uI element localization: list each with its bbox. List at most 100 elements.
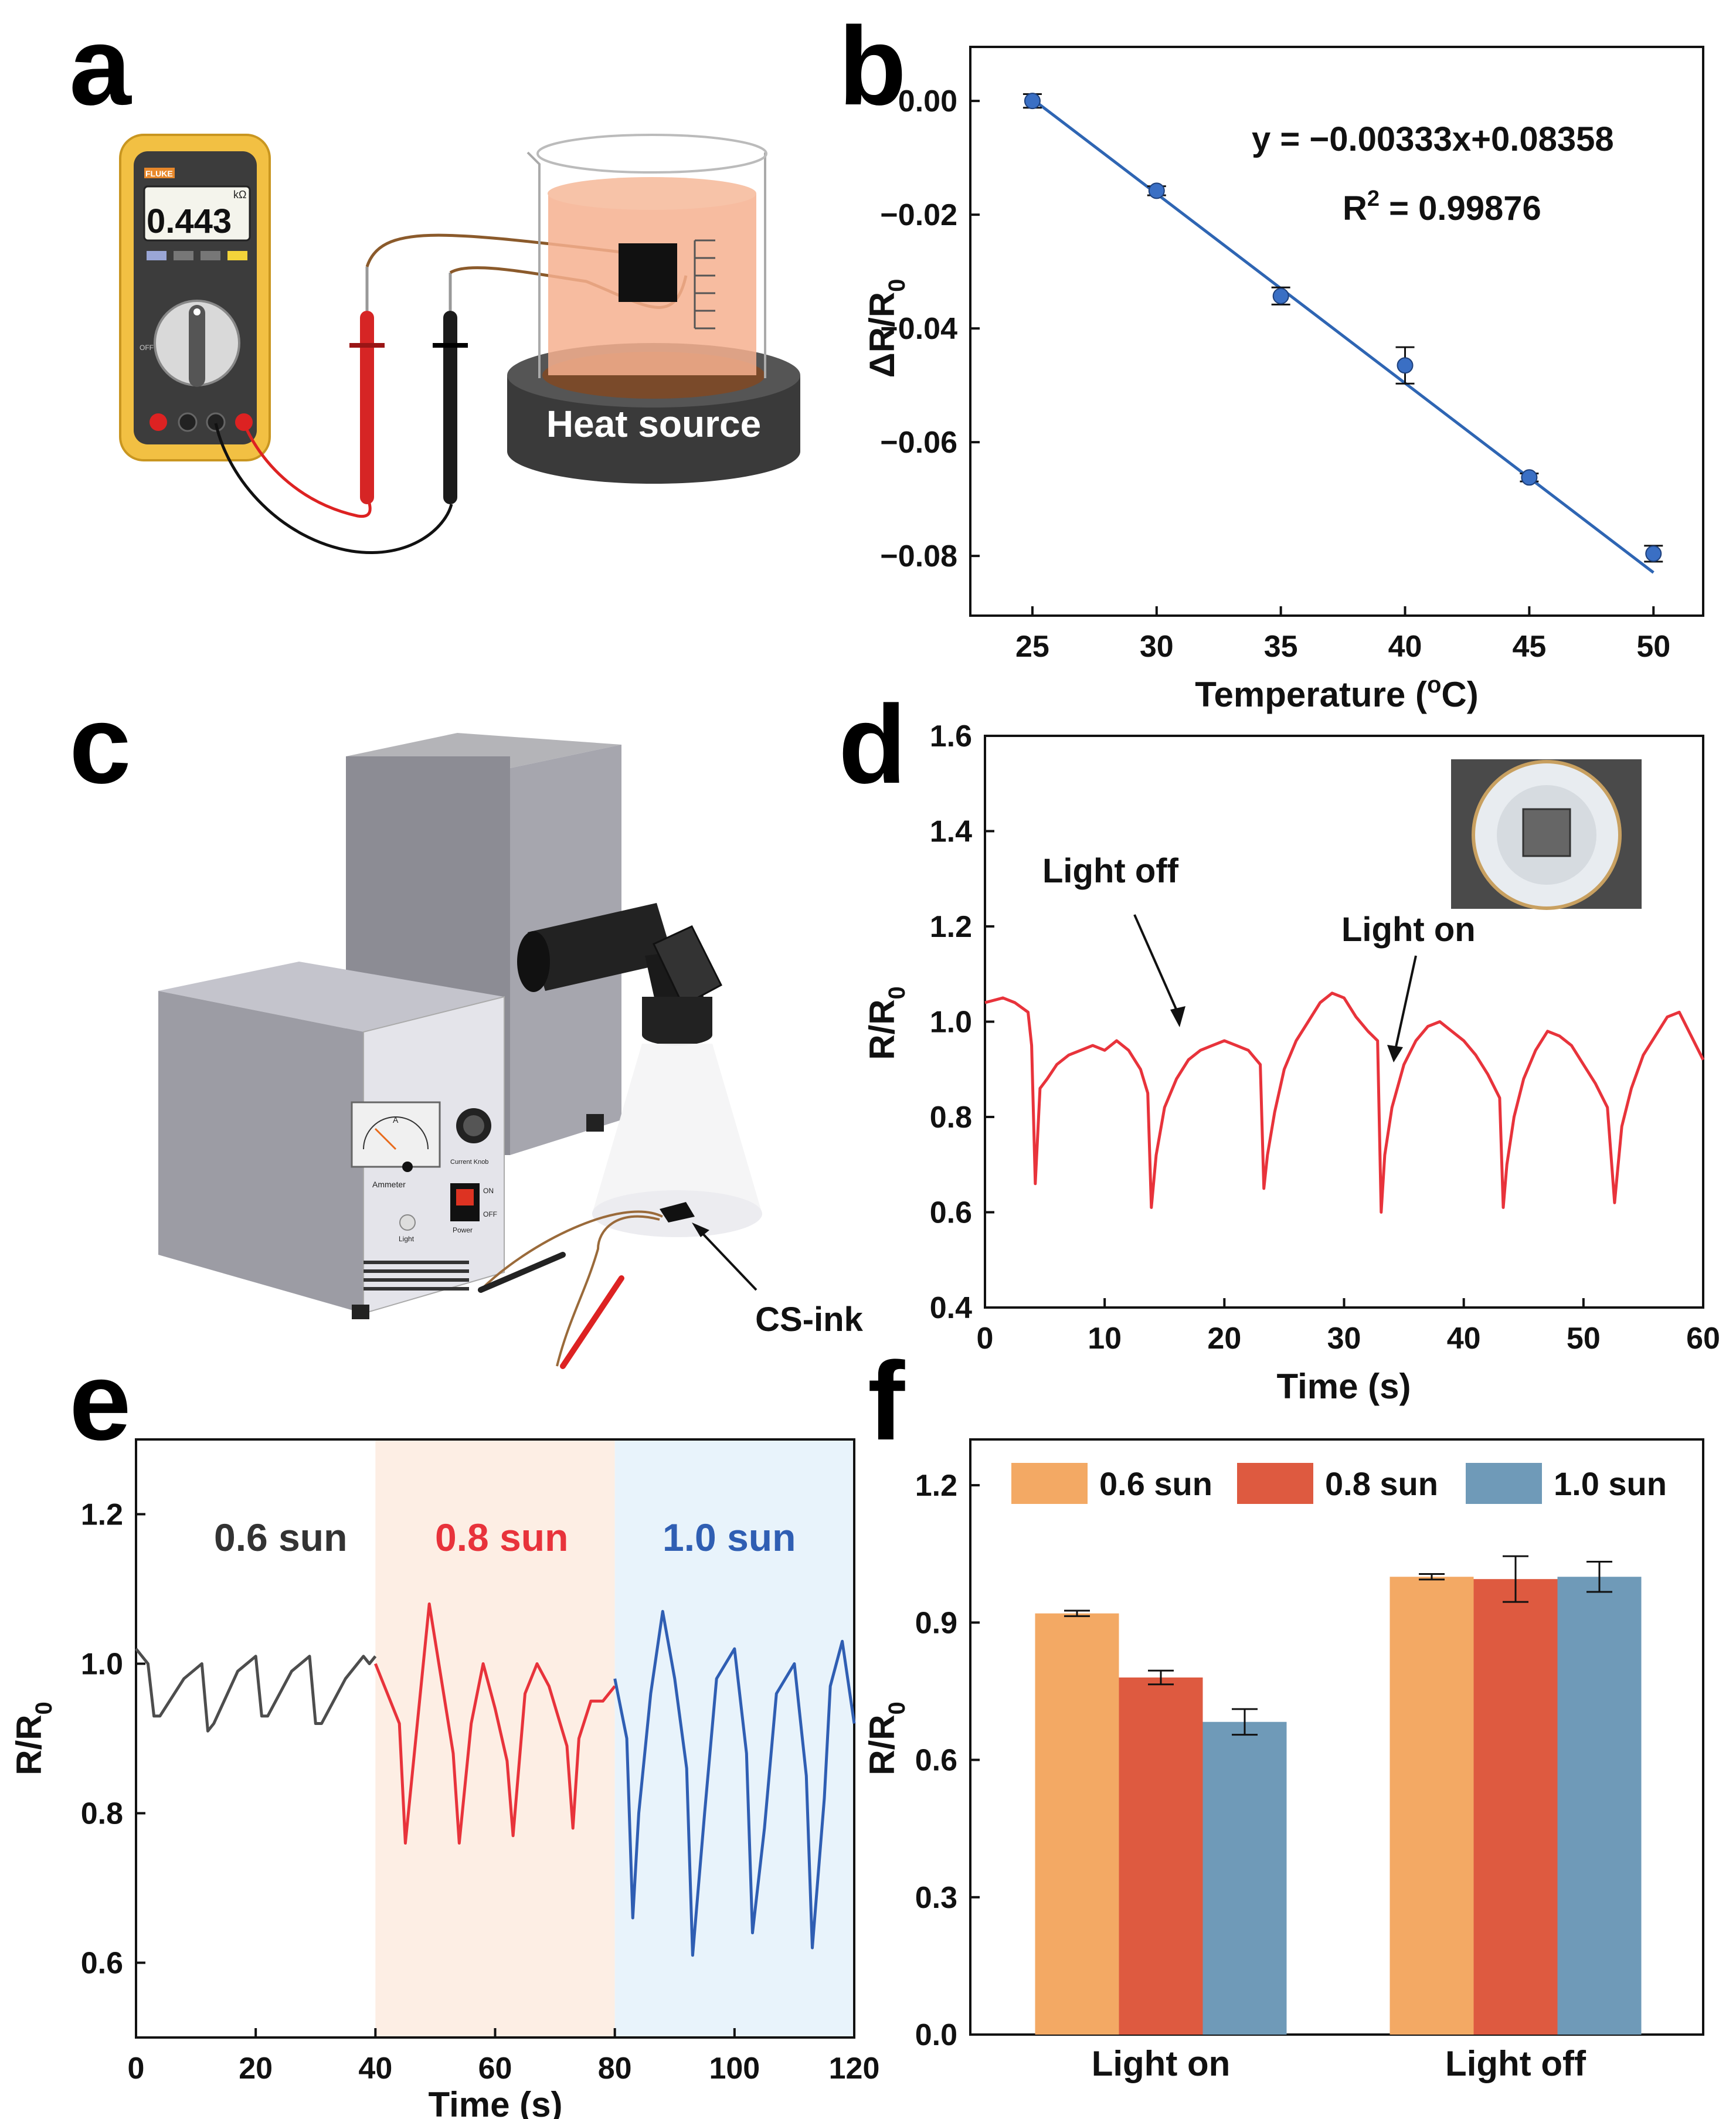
chart-f-ytick-label: 0.0 [915,2018,957,2052]
chart-b-point [1397,357,1414,374]
chart-b-point [1024,93,1041,110]
chart-b-ylabel: ΔR/R0 [862,279,910,378]
panel-label-d: d [838,682,906,807]
chart-b-xtick-label: 50 [1636,630,1670,664]
chart-d-ytick-label: 1.6 [930,719,972,753]
chart-d-ytick-label: 0.4 [930,1291,972,1325]
chart-e-xtick-label: 120 [829,2052,880,2086]
chart-f-bar [1390,1577,1474,2035]
chart-b-r2: R2 = 0.99876 [1343,186,1541,227]
chart-d-arrow-on [1394,955,1417,1050]
chart-e-series-line [373,1602,616,1845]
chart-b-point [1645,545,1662,562]
chart-e-series-line [613,1609,856,1957]
panel-label-b: b [838,4,906,128]
chart-f-ytick-label: 0.9 [915,1606,957,1640]
chart-e-ytick-label: 0.8 [81,1797,123,1831]
light-label: Light [399,1235,415,1243]
chart-e-ylabel: R/R0 [9,1702,57,1775]
chart-d-ytick-label: 1.2 [930,910,972,944]
chart-f-bar [1202,1721,1287,2035]
light-arm-icon [517,903,762,1237]
ammeter-dial-label: A [393,1115,399,1125]
chart-b-ytick-label: −0.02 [880,198,957,232]
chart-b-xtick-label: 40 [1388,630,1422,664]
chart-b-fit-line [1031,97,1655,574]
chart-d-ylabel: R/R0 [862,986,910,1060]
chart-f-ytick-label: 0.3 [915,1881,957,1915]
chart-f-category-0: Light on [1092,2044,1231,2083]
beaker-icon [526,134,767,378]
legend-swatch-10 [1466,1463,1542,1504]
chart-d-xtick-label: 20 [1207,1322,1241,1356]
chart-b-frame [969,46,1704,617]
chart-e-label-06: 0.6 sun [214,1516,347,1559]
chart-b-equation: y = −0.00333x+0.08358 [1252,120,1614,158]
panel-c-illustration: A Ammeter Current Knob ON OFF Power Ligh… [158,733,864,1369]
chart-d-series-line [984,991,1705,1214]
power-label: Power [453,1226,473,1234]
chart-d-ytick-label: 1.0 [930,1006,972,1040]
chart-f-legend: 0.6 sun 0.8 sun 1.0 sun [1011,1463,1667,1504]
chart-d-xtick-label: 10 [1088,1322,1122,1356]
chart-b: 25 30 35 40 45 50 0.00 −0.02 −0.04 −0.06 −0.08 y =… [862,46,1704,714]
chart-f-ytick-label: 1.2 [915,1469,957,1503]
knob-label: Current Knob [450,1159,488,1166]
chart-e-xlabel: Time (s) [429,2085,563,2119]
chart-d-xlabel: Time (s) [1277,1367,1411,1406]
chart-e-ytick-label: 0.6 [81,1947,123,1981]
chart-d-xtick-label: 50 [1567,1322,1601,1356]
off-label: OFF [483,1210,497,1218]
red-probe-icon [349,267,385,504]
chart-e-label-10: 1.0 sun [663,1516,796,1559]
legend-label-08: 0.8 sun [1325,1465,1438,1502]
chart-e-ytick-label: 1.0 [81,1648,123,1682]
on-label: ON [483,1187,494,1195]
chart-e-series-line [135,1648,377,1733]
chart-f-bar [1473,1579,1558,2035]
cs-ink-label: CS-ink [755,1300,863,1339]
chart-f-category-1: Light off [1445,2044,1586,2083]
chart-d-annotation-light-off: Light off [1042,852,1179,890]
chart-d-xtick-label: 0 [977,1322,994,1356]
chart-f-bar [1557,1577,1642,2035]
ammeter-label: Ammeter [372,1180,406,1189]
heat-source-label: Heat source [546,403,761,445]
panel-label-f: f [868,1339,905,1463]
chart-b-xtick-label: 25 [1015,630,1049,664]
chart-b-point [1521,469,1538,486]
legend-swatch-08 [1237,1463,1313,1504]
chart-b-xtick-label: 45 [1512,630,1546,664]
chart-e-xtick-label: 100 [709,2052,760,2086]
chart-f-frame [969,1438,1704,2036]
chart-d-xtick-label: 30 [1327,1322,1361,1356]
chart-b-ytick-label: 0.00 [898,84,957,118]
panel-a-illustration: FLUKE kΩ 0.443 OFF [119,134,800,554]
chart-d-annotation-light-on: Light on [1341,911,1476,949]
chart-f: 0.00.30.60.91.2 0.6 sun 0.8 sun 1.0 sun … [862,1438,1704,2083]
chart-d-ytick-label: 1.4 [930,815,972,849]
legend-swatch-06 [1011,1463,1088,1504]
chart-b-xtick-label: 35 [1264,630,1298,664]
meter-reading: 0.443 [147,202,232,240]
chart-f-bar [1119,1677,1203,2035]
meter-unit: kΩ [233,189,246,201]
chart-e-xtick-label: 20 [239,2052,273,2086]
chart-d-inset-photo [1451,759,1642,910]
meter-off-label: OFF [140,344,154,352]
legend-label-06: 0.6 sun [1099,1465,1212,1502]
meter-brand: FLUKE [145,169,173,178]
chart-b-ytick-label: −0.04 [880,312,957,346]
panel-label-c: c [69,682,131,807]
cs-ink-arrow [697,1227,757,1291]
chart-b-ytick-label: −0.06 [880,426,957,460]
chart-d-arrow-off [1133,914,1180,1015]
chart-f-bar [1035,1613,1119,2035]
chart-b-xlabel: Temperature (oC) [1195,672,1478,714]
chart-e-xtick-label: 60 [478,2052,512,2086]
chart-e-label-08: 0.8 sun [435,1516,568,1559]
chart-d: 0 10 20 30 40 50 60 0.4 0.6 0.8 1.0 1.2 1.4 1.6 Light… [862,719,1720,1406]
chart-b-ytick-label: −0.08 [880,539,957,573]
chart-f-ytick-label: 0.6 [915,1744,957,1778]
